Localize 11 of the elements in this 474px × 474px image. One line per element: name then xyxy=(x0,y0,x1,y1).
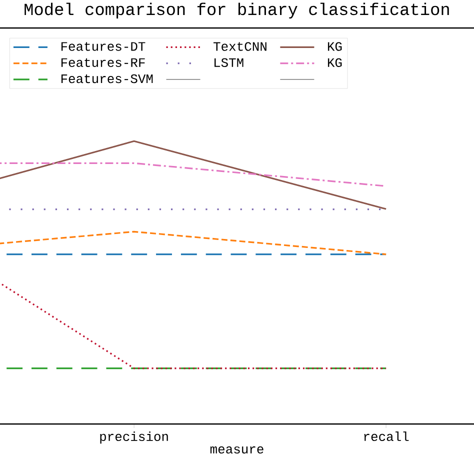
x-tick-label: recall xyxy=(364,432,409,442)
legend-label: TextCNN xyxy=(214,42,266,51)
legend-label: KG xyxy=(328,58,342,68)
legend-label: Features-SVM xyxy=(61,74,153,84)
legend-label: Features-RF xyxy=(61,58,145,67)
chart-title: Model comparison for binary classification xyxy=(24,2,449,18)
x-axis-title: measure xyxy=(210,446,264,454)
legend-label: LSTM xyxy=(214,58,244,68)
legend-label: KG xyxy=(328,42,342,51)
x-tick-label: precision xyxy=(100,432,168,444)
legend-label: Features-DT xyxy=(61,42,146,51)
